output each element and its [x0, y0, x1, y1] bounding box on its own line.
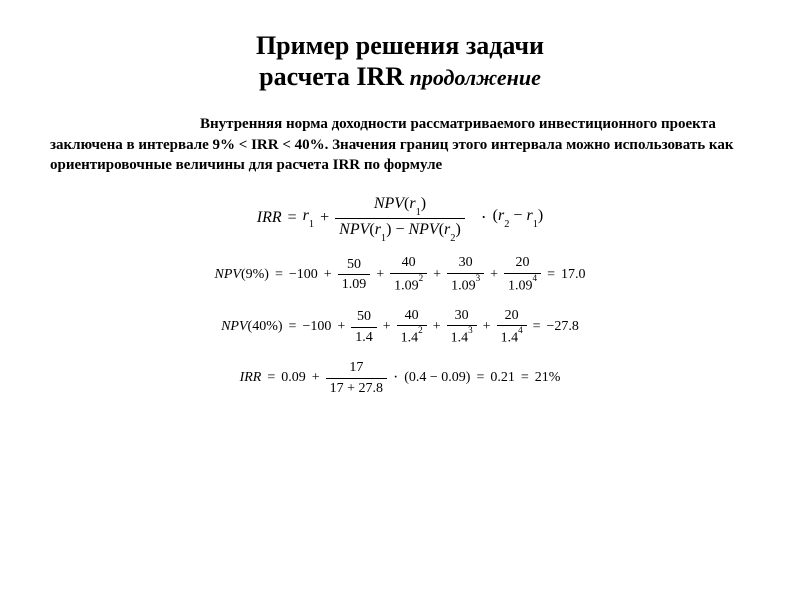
title-line2-main: расчета IRR: [259, 62, 404, 91]
formula-npv-40: NPV(40%) = −100 + 501.4 + 401.42 + 301.4…: [50, 308, 750, 346]
paragraph-text: Внутренняя норма доходности рассматривае…: [50, 116, 734, 173]
title-line2-sub: продолжение: [404, 65, 541, 90]
formula-npv-9: NPV(9%) = −100 + 501.09 + 401.092 + 301.…: [50, 255, 750, 293]
formula-irr-general: IRR = r1 + NPV(r1) NPV(r1) − NPV(r2) · (…: [50, 195, 750, 241]
formula-irr-numeric: IRR = 0.09 + 17 17 + 27.8 · (0.4 − 0.09)…: [50, 360, 750, 396]
body-paragraph: Внутренняя норма доходности рассматривае…: [50, 114, 750, 175]
slide-title: Пример решения задачи расчета IRR продол…: [50, 30, 750, 92]
title-line1: Пример решения задачи: [256, 31, 544, 60]
